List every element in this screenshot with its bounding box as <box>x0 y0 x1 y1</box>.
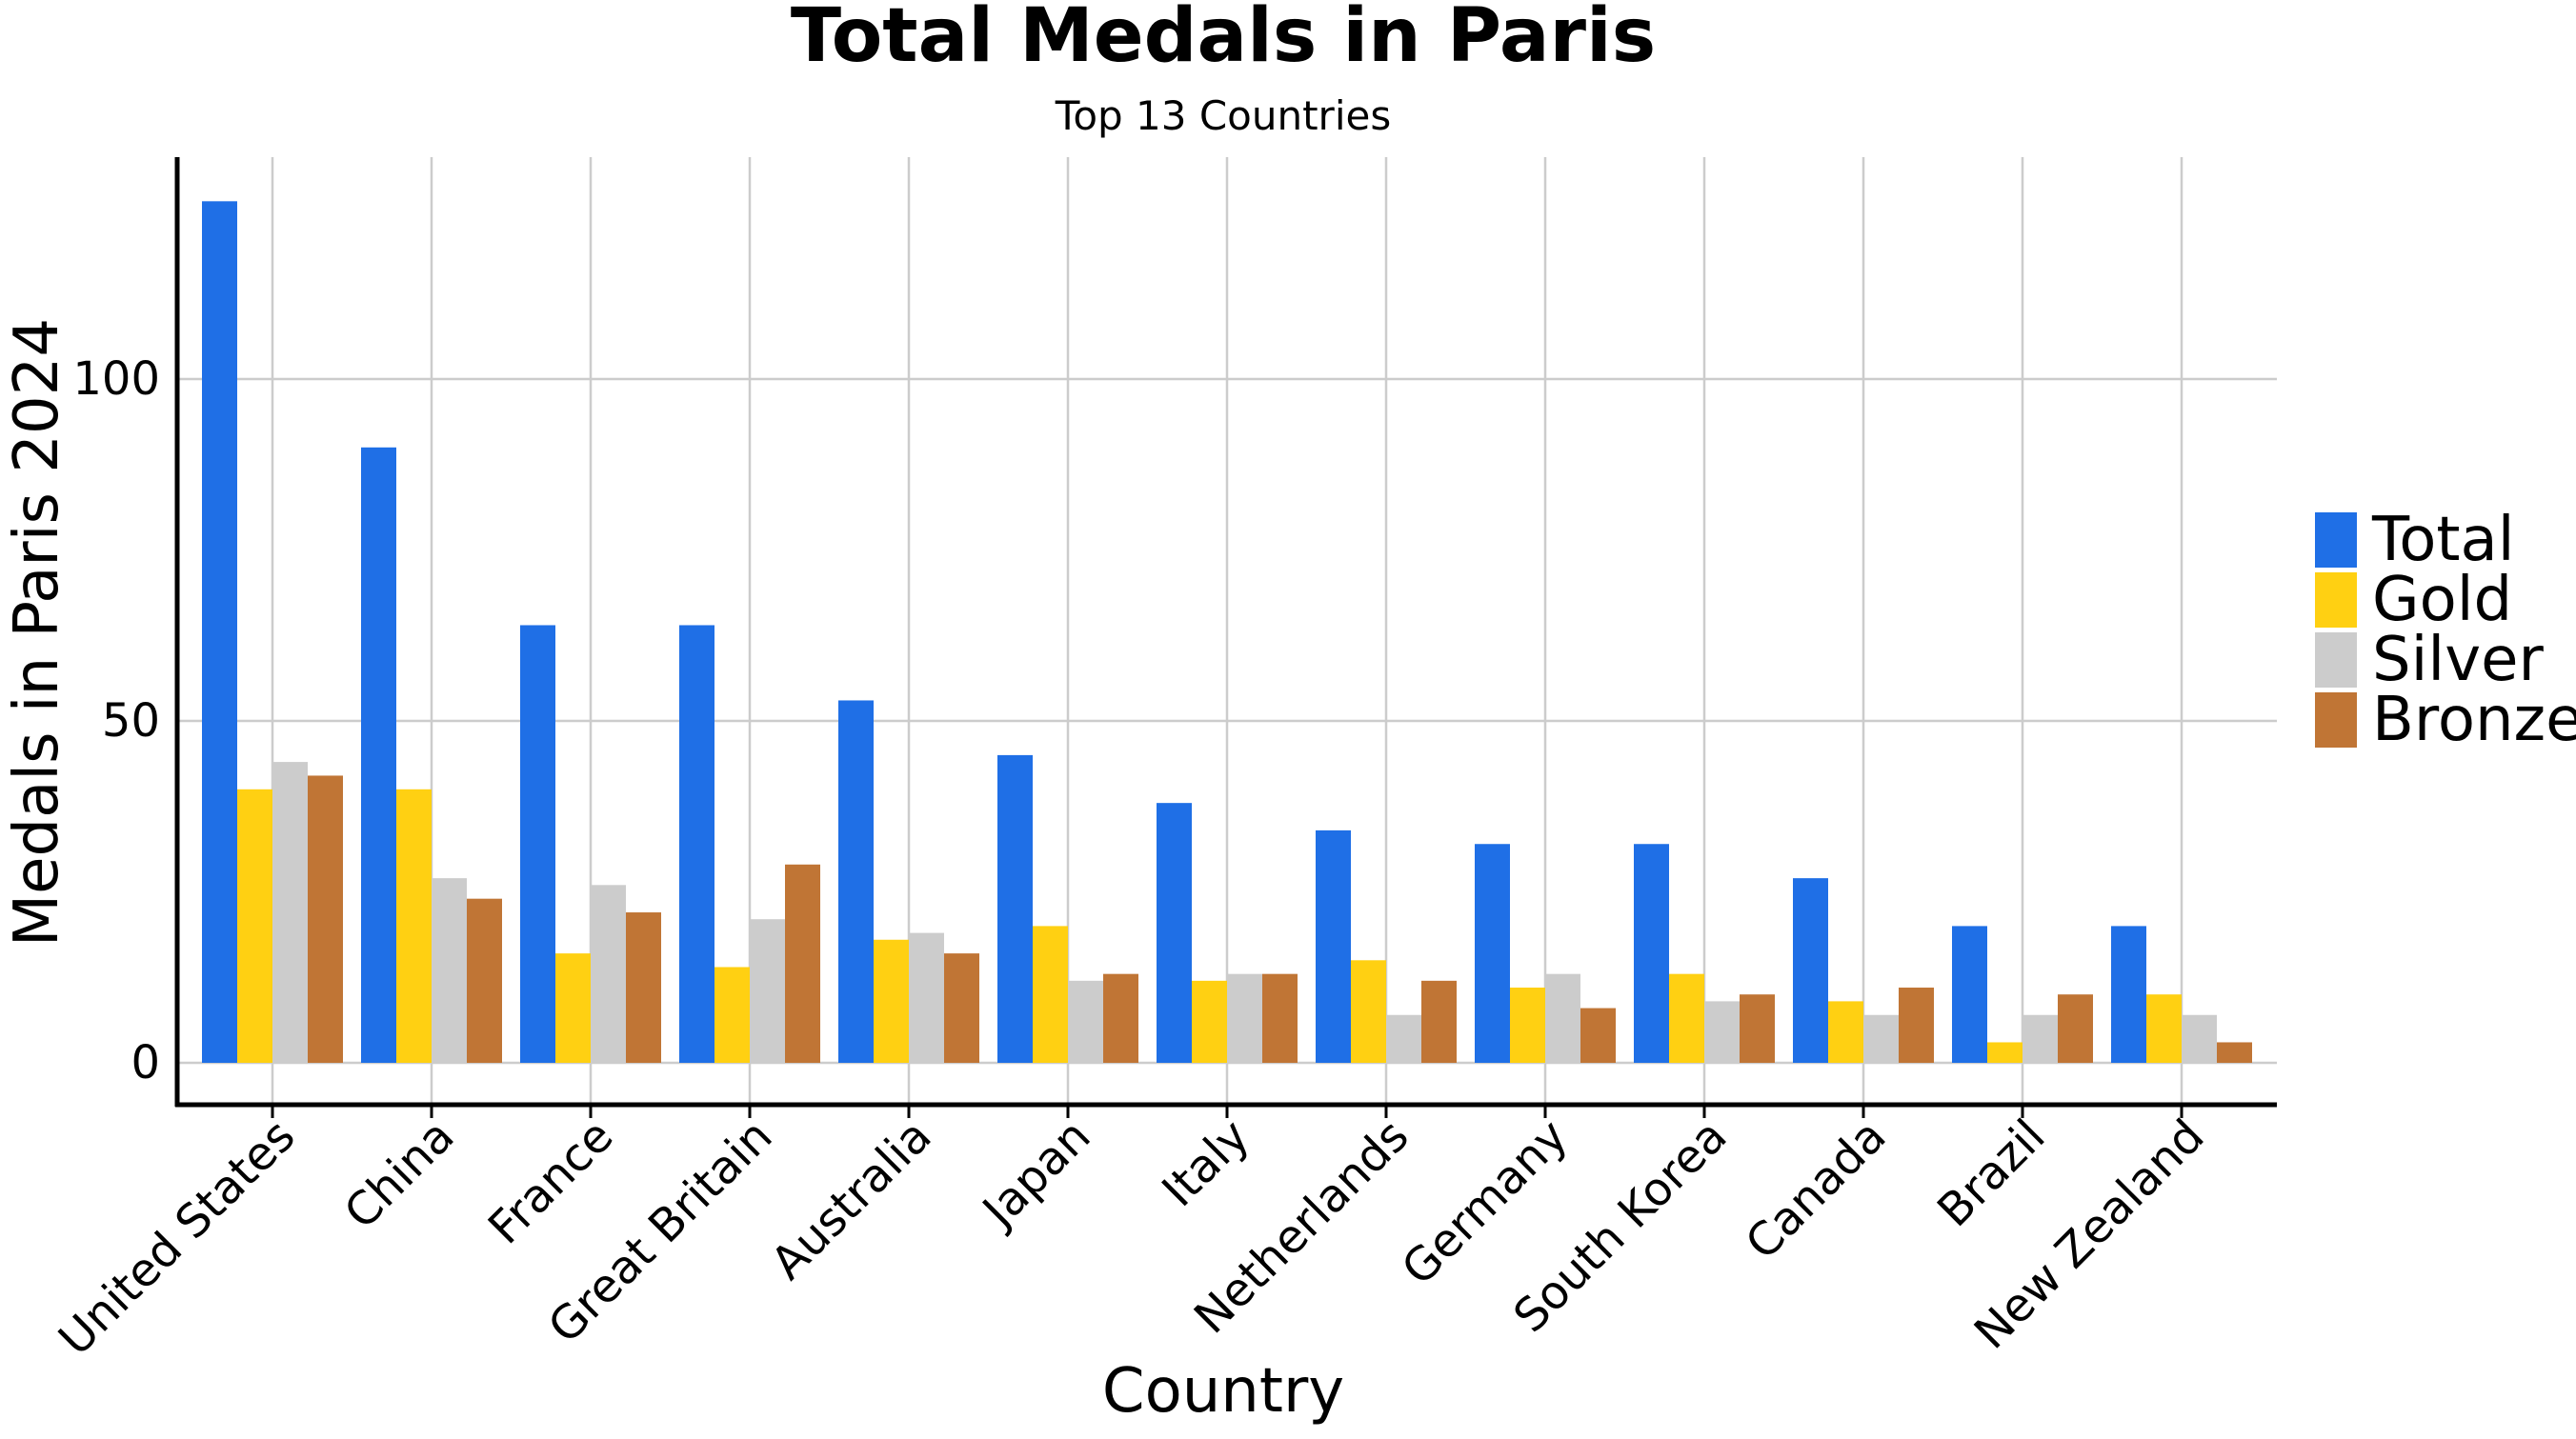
bar-bronze <box>467 898 502 1063</box>
legend-swatch-total <box>2315 512 2357 568</box>
bar-total <box>679 625 714 1063</box>
bar-gold <box>1192 980 1227 1063</box>
legend-label-silver: Silver <box>2372 625 2544 695</box>
x-tick-label: Australia <box>761 1109 942 1290</box>
y-tick-label: 0 <box>131 1036 160 1089</box>
bar-total <box>202 201 237 1063</box>
bar-silver <box>909 932 944 1063</box>
bar-total <box>2111 926 2146 1063</box>
x-tick-label: France <box>478 1109 623 1254</box>
bar-total <box>361 447 396 1063</box>
grid-layer <box>177 157 2277 1105</box>
bar-silver <box>750 919 785 1063</box>
bar-silver <box>1068 980 1103 1063</box>
bar-bronze <box>1421 980 1457 1063</box>
bar-bronze <box>308 775 343 1063</box>
bar-layer <box>202 201 2252 1063</box>
y-tick-label: 50 <box>102 694 160 748</box>
bar-total <box>1475 844 1510 1063</box>
legend-label-bronze: Bronze <box>2372 685 2576 755</box>
bar-silver <box>2023 1014 2058 1063</box>
y-axis-title: Medals in Paris 2024 <box>2 318 72 947</box>
bar-bronze <box>2058 994 2093 1063</box>
bar-total <box>1634 844 1669 1063</box>
bar-gold <box>1033 926 1068 1063</box>
x-tick-label: United States <box>49 1109 305 1366</box>
bar-bronze <box>1103 973 1138 1063</box>
bar-gold <box>1510 988 1545 1063</box>
x-tick-label: Italy <box>1152 1109 1259 1217</box>
bar-silver <box>591 885 626 1063</box>
bar-silver <box>1386 1014 1421 1063</box>
bar-bronze <box>626 912 661 1063</box>
bar-bronze <box>1899 988 1934 1063</box>
bar-total <box>1952 926 1987 1063</box>
bar-total <box>1157 803 1192 1063</box>
bar-bronze <box>2217 1042 2252 1063</box>
bar-silver <box>1227 973 1262 1063</box>
bar-silver <box>1545 973 1580 1063</box>
bar-silver <box>1863 1014 1899 1063</box>
bar-gold <box>1351 960 1386 1063</box>
legend-swatch-silver <box>2315 632 2357 688</box>
chart-title: Total Medals in Paris <box>791 0 1656 79</box>
y-tick-label: 100 <box>72 352 160 406</box>
bar-bronze <box>1740 994 1775 1063</box>
chart-subtitle: Top 13 Countries <box>1055 92 1391 139</box>
bar-gold <box>874 939 909 1063</box>
bar-gold <box>396 789 432 1063</box>
bar-gold <box>237 789 272 1063</box>
bar-silver <box>272 762 308 1063</box>
bar-gold <box>555 953 591 1063</box>
x-tick-label: Japan <box>971 1109 1100 1239</box>
bar-silver <box>1704 1001 1740 1063</box>
bar-total <box>1316 829 1351 1063</box>
legend-swatch-bronze <box>2315 692 2357 748</box>
bar-gold <box>1828 1001 1863 1063</box>
legend-label-total: Total <box>2371 505 2514 575</box>
x-tick-label: Canada <box>1736 1109 1897 1270</box>
bar-total <box>838 700 874 1063</box>
legend-label-gold: Gold <box>2372 565 2512 635</box>
bar-bronze <box>1580 1008 1616 1063</box>
bar-silver <box>432 878 467 1063</box>
bar-total <box>997 754 1033 1063</box>
bar-gold <box>1669 973 1704 1063</box>
bar-bronze <box>785 864 820 1063</box>
bar-total <box>520 625 555 1063</box>
x-axis-title: Country <box>1102 1356 1344 1427</box>
x-tick-label: Brazil <box>1927 1109 2055 1237</box>
bar-gold <box>2146 994 2182 1063</box>
bar-total <box>1793 878 1828 1063</box>
bar-silver <box>2182 1014 2217 1063</box>
x-tick-label: China <box>334 1109 465 1240</box>
bar-gold <box>1987 1042 2023 1063</box>
bar-bronze <box>944 953 979 1063</box>
legend-swatch-gold <box>2315 572 2357 628</box>
bar-bronze <box>1262 973 1298 1063</box>
bar-gold <box>714 967 750 1063</box>
